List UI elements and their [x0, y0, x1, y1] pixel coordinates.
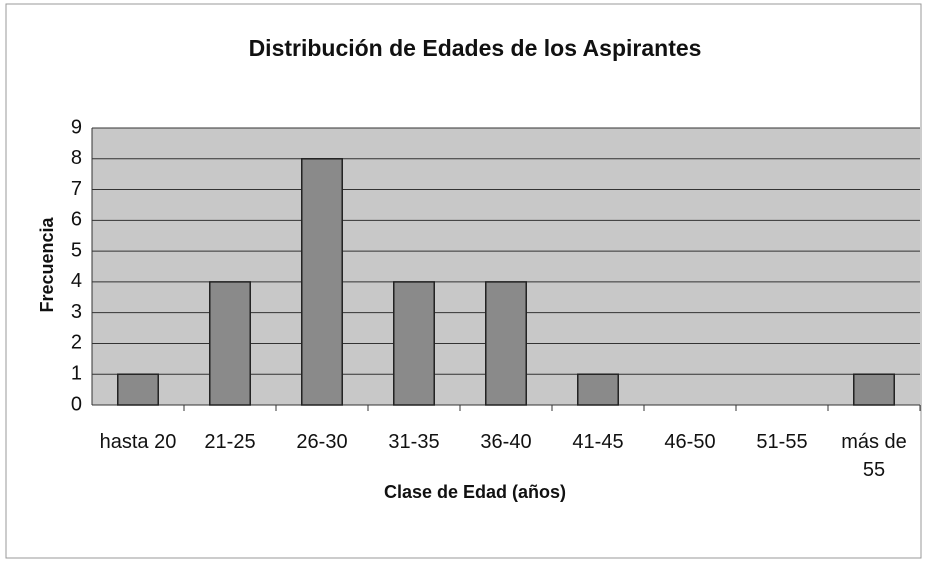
y-tick-label: 8	[71, 147, 82, 169]
y-tick-label: 7	[71, 178, 82, 200]
x-tick-label: 46-50	[664, 431, 716, 453]
bar	[485, 281, 527, 406]
y-tick-label: 2	[71, 332, 82, 354]
x-tick-label: 51-55	[756, 431, 808, 453]
bar	[393, 281, 435, 406]
bar	[209, 281, 251, 406]
chart-title: Distribución de Edades de los Aspirantes	[249, 35, 702, 61]
x-axis-label: Clase de Edad (años)	[384, 482, 566, 502]
bar	[301, 158, 343, 406]
bar	[577, 373, 619, 406]
y-tick-label: 1	[71, 363, 82, 385]
y-tick-label: 4	[71, 270, 82, 292]
bar	[117, 373, 159, 406]
bar	[853, 373, 895, 406]
x-tick-label: 41-45	[572, 431, 624, 453]
y-tick-label: 0	[71, 393, 82, 415]
x-tick-label: 36-40	[480, 431, 532, 453]
y-tick-label: 9	[71, 116, 82, 138]
x-tick-label: 21-25	[204, 431, 256, 453]
x-tick-label: 31-35	[388, 431, 440, 453]
x-tick-label: hasta 20	[99, 431, 177, 453]
x-tick-label: 26-30	[296, 431, 348, 453]
y-tick-label: 3	[71, 301, 82, 323]
y-axis-label: Frecuencia	[37, 216, 57, 312]
y-tick-label: 5	[71, 239, 82, 261]
y-tick-label: 6	[71, 209, 82, 231]
x-tick-label: más de 55	[841, 431, 907, 481]
